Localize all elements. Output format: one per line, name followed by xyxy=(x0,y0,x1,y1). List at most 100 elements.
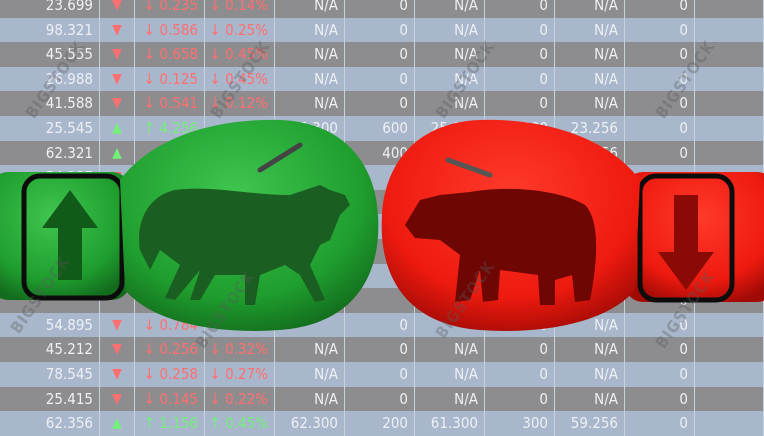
cell-c10: 0 xyxy=(679,414,688,433)
cell: ↓ 0.14% xyxy=(205,0,275,18)
arrow-down-icon: ↓ xyxy=(209,0,221,14)
arrow-down-icon xyxy=(658,195,714,290)
cell: N/A xyxy=(275,42,345,67)
cell-c9: N/A xyxy=(594,45,618,64)
cell-c6: 0 xyxy=(399,389,408,408)
cell: 23.699 xyxy=(0,0,100,18)
triangle-up-icon: ▲ xyxy=(100,140,135,166)
cell-pct: 0.45% xyxy=(225,69,268,88)
table-row: 41.588 ▼ ↓ 0.541 ↓ 0.12% N/A 0 N/A 0 N/A 0 xyxy=(0,91,764,116)
cell-c8: 0 xyxy=(539,364,548,383)
cell-pct: 0.32% xyxy=(225,340,268,359)
arrow-up-icon: ↑ xyxy=(143,118,156,137)
cell: 45.212 xyxy=(0,337,100,362)
cell-c6: 0 xyxy=(399,340,408,359)
cell: 0 xyxy=(625,411,695,436)
cell-c9: N/A xyxy=(594,0,618,14)
cell-price: 25.545 xyxy=(45,118,93,137)
cell: 61.300 xyxy=(415,411,485,436)
table-row: 45.555 ▼ ↓ 0.658 ↓ 0.45% N/A 0 N/A 0 N/A 0 xyxy=(0,42,764,67)
cell: 0 xyxy=(625,312,695,338)
cell: 0 xyxy=(485,386,555,412)
cell-c6: 0 xyxy=(399,69,408,88)
cell-c10: 0 xyxy=(679,94,688,113)
cell: ↓ 0.12% xyxy=(205,91,275,116)
cell: ↓ 0.27% xyxy=(205,361,275,387)
arrow-down-icon: ↓ xyxy=(143,94,156,113)
cell-c5: 62.300 xyxy=(290,414,338,433)
cell: N/A xyxy=(415,0,485,18)
cell: 0 xyxy=(345,91,415,116)
cell-c7: N/A xyxy=(454,94,478,113)
cell: 0 xyxy=(485,337,555,362)
cell: 41.588 xyxy=(0,91,100,116)
cell-c7: N/A xyxy=(454,389,478,408)
cell-change: 0.658 xyxy=(159,45,198,64)
cell-change: 0.541 xyxy=(159,94,198,113)
triangle-down-icon: ▼ xyxy=(100,42,135,67)
triangle-up-icon: ▲ xyxy=(100,411,135,436)
cell-c7: N/A xyxy=(454,364,478,383)
arrow-down-icon: ↓ xyxy=(143,0,156,14)
arrow-down-icon: ↓ xyxy=(143,45,156,64)
bull-glove xyxy=(0,119,379,331)
cell: 0 xyxy=(345,386,415,412)
cell: ↓ 0.22% xyxy=(205,386,275,412)
cell: N/A xyxy=(415,91,485,116)
cell-change: 0.256 xyxy=(159,340,198,359)
table-row: 23.699 ▼ ↓ 0.235 ↓ 0.14% N/A 0 N/A 0 N/A 0 xyxy=(0,0,764,18)
cell-c10: 0 xyxy=(679,118,688,137)
cell: N/A xyxy=(415,42,485,67)
cell: N/A xyxy=(555,91,625,116)
arrow-down-icon: ↓ xyxy=(143,364,156,383)
cell-c8: 0 xyxy=(539,69,548,88)
cell: 0 xyxy=(485,66,555,92)
cell-c9: 59.256 xyxy=(570,414,618,433)
cell: 0 xyxy=(345,0,415,18)
cell: 0 xyxy=(345,66,415,92)
cell: N/A xyxy=(415,386,485,412)
cell-c8: 0 xyxy=(539,0,548,14)
cell: 0 xyxy=(625,115,695,141)
cell xyxy=(555,288,625,313)
bear-glove xyxy=(381,119,764,331)
arrow-down-icon: ↓ xyxy=(209,94,221,113)
cell: 600 xyxy=(345,115,415,141)
cell: N/A xyxy=(415,66,485,92)
triangle-down-icon: ▼ xyxy=(100,312,135,338)
bull-icon xyxy=(139,185,350,305)
cell: ↓ 0.145 xyxy=(135,386,205,412)
cell-c7: N/A xyxy=(454,20,478,39)
cell: N/A xyxy=(555,361,625,387)
cell: 0 xyxy=(485,17,555,43)
table-row: 45.212 ▼ ↓ 0.256 ↓ 0.32% N/A 0 N/A 0 N/A 0 xyxy=(0,337,764,362)
triangle-down-icon: ▼ xyxy=(100,386,135,412)
arrow-down-icon: ↓ xyxy=(143,389,156,408)
cell: 0 xyxy=(485,42,555,67)
cell: 54.895 xyxy=(0,312,100,338)
cell-c10: 0 xyxy=(679,340,688,359)
cell-c9: N/A xyxy=(594,94,618,113)
triangle-up-icon: ▲ xyxy=(100,115,135,141)
cell-c9: N/A xyxy=(594,389,618,408)
cell-c10: 0 xyxy=(679,0,688,14)
cell: 62.321 xyxy=(0,140,100,166)
arrow-up-icon: ↑ xyxy=(209,414,221,433)
cell: 78.545 xyxy=(0,361,100,387)
cell: N/A xyxy=(555,17,625,43)
cell: 25.545 xyxy=(0,115,100,141)
cell: N/A xyxy=(415,337,485,362)
cell-c5: N/A xyxy=(314,0,338,14)
cell-c10: 0 xyxy=(679,143,688,162)
arrow-down-icon: ↓ xyxy=(209,364,221,383)
cell: 26.988 xyxy=(0,66,100,92)
cell-price: 41.588 xyxy=(45,94,93,113)
cell-c7: N/A xyxy=(454,340,478,359)
cell-c5: N/A xyxy=(314,364,338,383)
cell-price: 98.321 xyxy=(45,20,93,39)
cell: ↓ 0.25% xyxy=(205,17,275,43)
cell: N/A xyxy=(555,386,625,412)
cell: N/A xyxy=(555,0,625,18)
cell: 0 xyxy=(345,17,415,43)
